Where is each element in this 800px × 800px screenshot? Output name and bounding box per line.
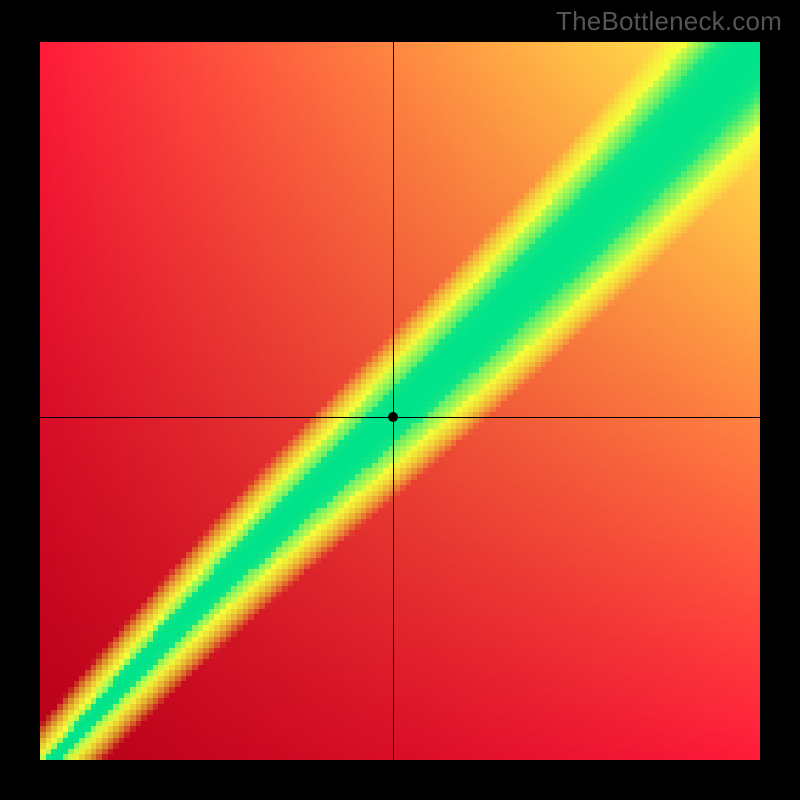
stage: TheBottleneck.com [0, 0, 800, 800]
watermark-text: TheBottleneck.com [556, 6, 782, 37]
plot-area [40, 42, 760, 760]
bottleneck-heatmap [40, 42, 760, 760]
